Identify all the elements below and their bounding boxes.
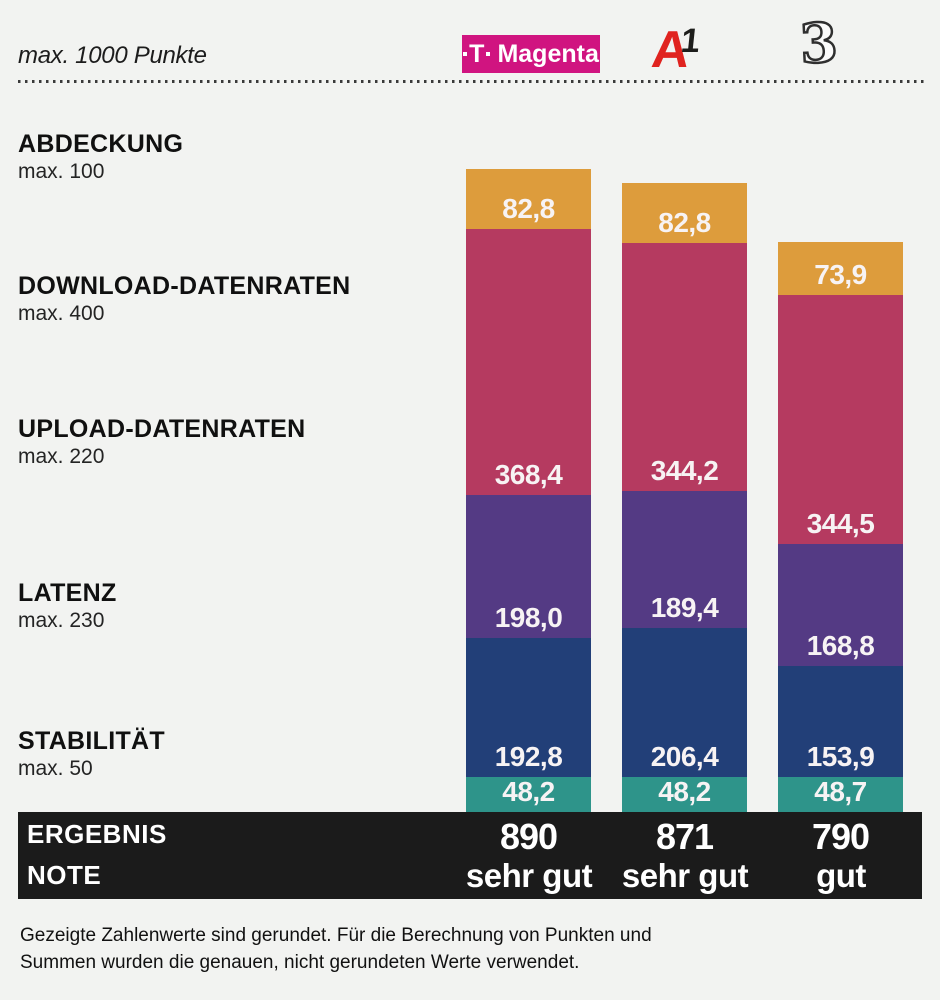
- segment-value-label: 82,8: [502, 193, 555, 225]
- segment-latenz-drei: 153,9: [778, 665, 903, 777]
- bar-magenta: 82,8 368,4 198,0 192,8 48,2: [466, 169, 591, 812]
- category-label: STABILITÄT: [18, 727, 165, 755]
- segment-latenz-a1: 206,4: [622, 628, 747, 778]
- segment-download-magenta: 368,4: [466, 229, 591, 496]
- telekom-t-letter: T: [469, 39, 485, 68]
- segment-value-label: 73,9: [814, 259, 867, 291]
- segment-download-drei: 344,5: [778, 295, 903, 544]
- segment-value-label: 344,2: [650, 455, 719, 487]
- ergebnis-label: ERGEBNIS: [27, 818, 167, 849]
- segment-upload-magenta: 198,0: [466, 495, 591, 638]
- segment-abdeckung-a1: 82,8: [622, 183, 747, 243]
- segment-download-a1: 344,2: [622, 242, 747, 492]
- segment-latenz-magenta: 192,8: [466, 637, 591, 778]
- category-max-label: max. 230: [18, 609, 105, 632]
- max-points-label: max. 1000 Punkte: [18, 42, 207, 69]
- category-latenz: LATENZ max. 230: [18, 580, 117, 633]
- total-points-magenta: 890: [499, 816, 558, 857]
- segment-abdeckung-drei: 73,9: [778, 241, 903, 296]
- grade-a1: sehr gut: [621, 857, 749, 894]
- category-label: UPLOAD-DATENRATEN: [18, 415, 306, 443]
- category-max-label: max. 50: [18, 757, 93, 780]
- category-label: LATENZ: [18, 579, 117, 607]
- segment-value-label: 198,0: [494, 601, 563, 633]
- segment-stabilitaet-drei: 48,7: [778, 775, 903, 812]
- category-upload-datenraten: UPLOAD-DATENRATEN max. 220: [18, 416, 306, 469]
- grade-drei: gut: [816, 857, 866, 894]
- category-download-datenraten: DOWNLOAD-DATENRATEN max. 400: [18, 273, 351, 326]
- telekom-dot-right-icon: [486, 52, 491, 56]
- grade-magenta: sehr gut: [465, 857, 593, 894]
- result-band: ERGEBNIS 890 871 790 NOTE sehr gut sehr gut…: [18, 812, 922, 899]
- category-max-label: max. 100: [18, 160, 105, 183]
- telekom-dot-left-icon: [463, 52, 468, 56]
- note-label: NOTE: [27, 859, 102, 890]
- total-points-a1: 871: [655, 816, 714, 857]
- segment-value-label: 82,8: [658, 206, 711, 238]
- category-max-label: max. 220: [18, 445, 105, 468]
- segment-value-label: 344,5: [806, 507, 875, 539]
- segment-value-label: 48,2: [502, 775, 555, 807]
- category-max-label: max. 400: [18, 302, 105, 325]
- segment-value-label: 368,4: [494, 459, 563, 491]
- segment-value-label: 48,2: [658, 775, 711, 807]
- segment-abdeckung-magenta: 82,8: [466, 169, 591, 230]
- category-label: DOWNLOAD-DATENRATEN: [18, 272, 351, 300]
- footnote-text: Gezeigte Zahlenwerte sind gerundet. Für …: [20, 925, 652, 973]
- segment-upload-a1: 189,4: [622, 491, 747, 629]
- bar-a1: 82,8 344,2 189,4 206,4 48,2: [622, 183, 747, 812]
- total-points-drei: 790: [811, 816, 870, 857]
- bar-drei: 73,9 344,5 168,8 153,9 48,7: [778, 241, 903, 812]
- category-label: ABDECKUNG: [18, 130, 184, 158]
- telekom-t-icon: T: [463, 39, 491, 69]
- segment-value-label: 168,8: [806, 629, 875, 661]
- category-abdeckung: ABDECKUNG max. 100: [18, 131, 183, 184]
- segment-value-label: 48,7: [814, 775, 867, 807]
- segment-upload-drei: 168,8: [778, 543, 903, 666]
- segment-stabilitaet-magenta: 48,2: [466, 775, 591, 812]
- provider-logo-magenta: T Magenta: [462, 35, 600, 73]
- category-stabilitaet: STABILITÄT max. 50: [18, 728, 165, 781]
- segment-value-label: 189,4: [650, 592, 719, 624]
- segment-value-label: 192,8: [494, 741, 563, 773]
- magenta-logo-text: Magenta: [497, 39, 599, 68]
- segment-value-label: 153,9: [806, 740, 875, 772]
- result-grade-row: NOTE sehr gut sehr gut gut: [18, 854, 922, 896]
- header-dotted-divider: [18, 80, 924, 83]
- result-total-row: ERGEBNIS 890 871 790: [18, 813, 922, 857]
- segment-stabilitaet-a1: 48,2: [622, 775, 747, 812]
- segment-value-label: 206,4: [650, 741, 719, 773]
